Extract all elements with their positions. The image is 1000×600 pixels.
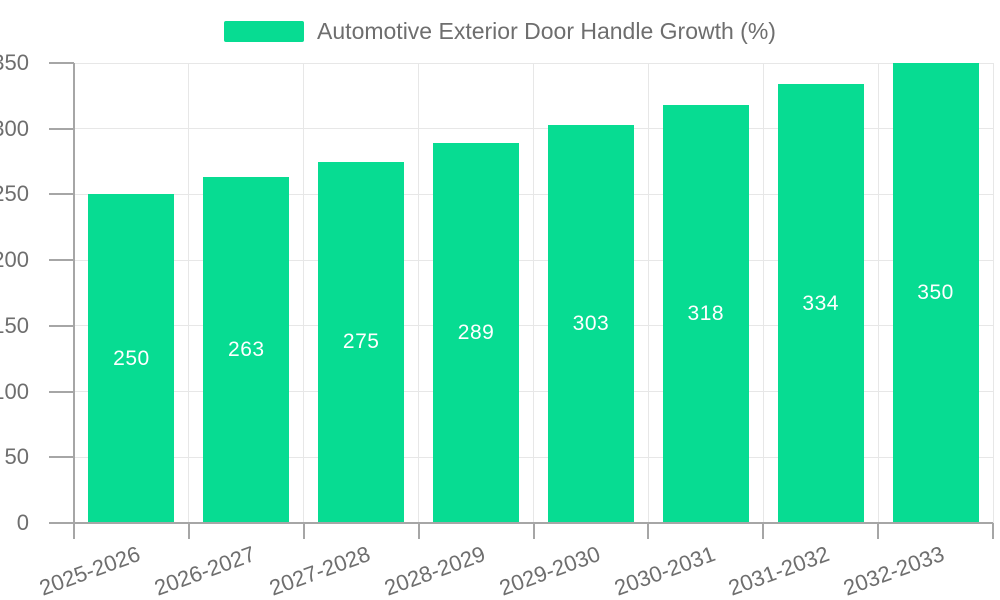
x-tick [532,523,535,539]
y-axis-label: 250 [0,181,29,207]
bar[interactable]: 334 [777,84,864,523]
bar-value-label: 263 [228,338,265,362]
bar-value-label: 334 [802,291,839,315]
x-tick [877,523,880,539]
x-axis-label: 2028-2029 [380,541,489,600]
bar[interactable]: 289 [433,143,520,523]
y-tick [49,259,74,262]
x-gridline [877,63,879,523]
x-gridline [188,63,190,523]
x-axis-label: 2025-2026 [36,541,144,600]
bar-value-label: 318 [687,302,725,326]
bar[interactable]: 275 [318,161,405,523]
x-tick [302,523,305,539]
y-axis-label: 300 [0,115,29,141]
x-tick [187,523,190,539]
y-tick [49,456,74,459]
legend-swatch [224,21,305,42]
x-gridline [762,63,764,523]
y-axis-label: 200 [0,247,29,273]
bar[interactable]: 303 [547,124,634,523]
legend[interactable]: Automotive Exterior Door Handle Growth (… [0,18,1000,45]
y-axis-label: 0 [16,510,29,535]
bar-value-label: 275 [342,330,380,354]
bar[interactable]: 263 [203,177,290,523]
x-tick [417,523,420,539]
y-axis-label: 100 [0,378,29,404]
bar[interactable]: 250 [88,194,175,523]
x-gridline [647,63,649,523]
y-tick [49,324,74,327]
plot-area: 250 263 275 289 303 318 334 350 0 50 100 150 200 250 3… [0,50,994,600]
x-axis-label: 2030-2031 [610,541,719,600]
legend-label: Automotive Exterior Door Handle Growth (… [317,18,776,44]
y-tick [49,390,74,393]
x-axis-label: 2031-2032 [725,541,833,600]
x-gridline [533,63,534,523]
x-axis-label: 2027-2028 [265,541,374,600]
x-axis-label: 2026-2027 [151,541,259,600]
x-gridline [992,63,994,523]
y-tick [49,62,74,64]
y-tick [49,127,74,130]
bar-value-label: 303 [572,311,610,335]
x-tick [762,523,765,539]
bar[interactable]: 318 [662,105,749,523]
bar[interactable]: 350 [892,63,979,523]
y-tick [49,193,74,196]
y-axis-label: 50 [4,444,29,470]
y-axis-line [73,63,75,539]
bar-value-label: 289 [457,321,495,345]
x-gridline [303,63,305,523]
y-axis-label: 150 [0,312,29,338]
x-tick [647,523,650,539]
y-axis-label: 350 [0,50,29,75]
bar-value-label: 250 [113,346,150,370]
x-axis-label: 2029-2030 [495,541,604,600]
x-axis-line [49,522,993,524]
x-gridline [418,63,420,523]
x-axis-label: 2032-2033 [840,541,948,600]
x-tick [992,523,994,539]
bar-value-label: 350 [917,281,954,304]
